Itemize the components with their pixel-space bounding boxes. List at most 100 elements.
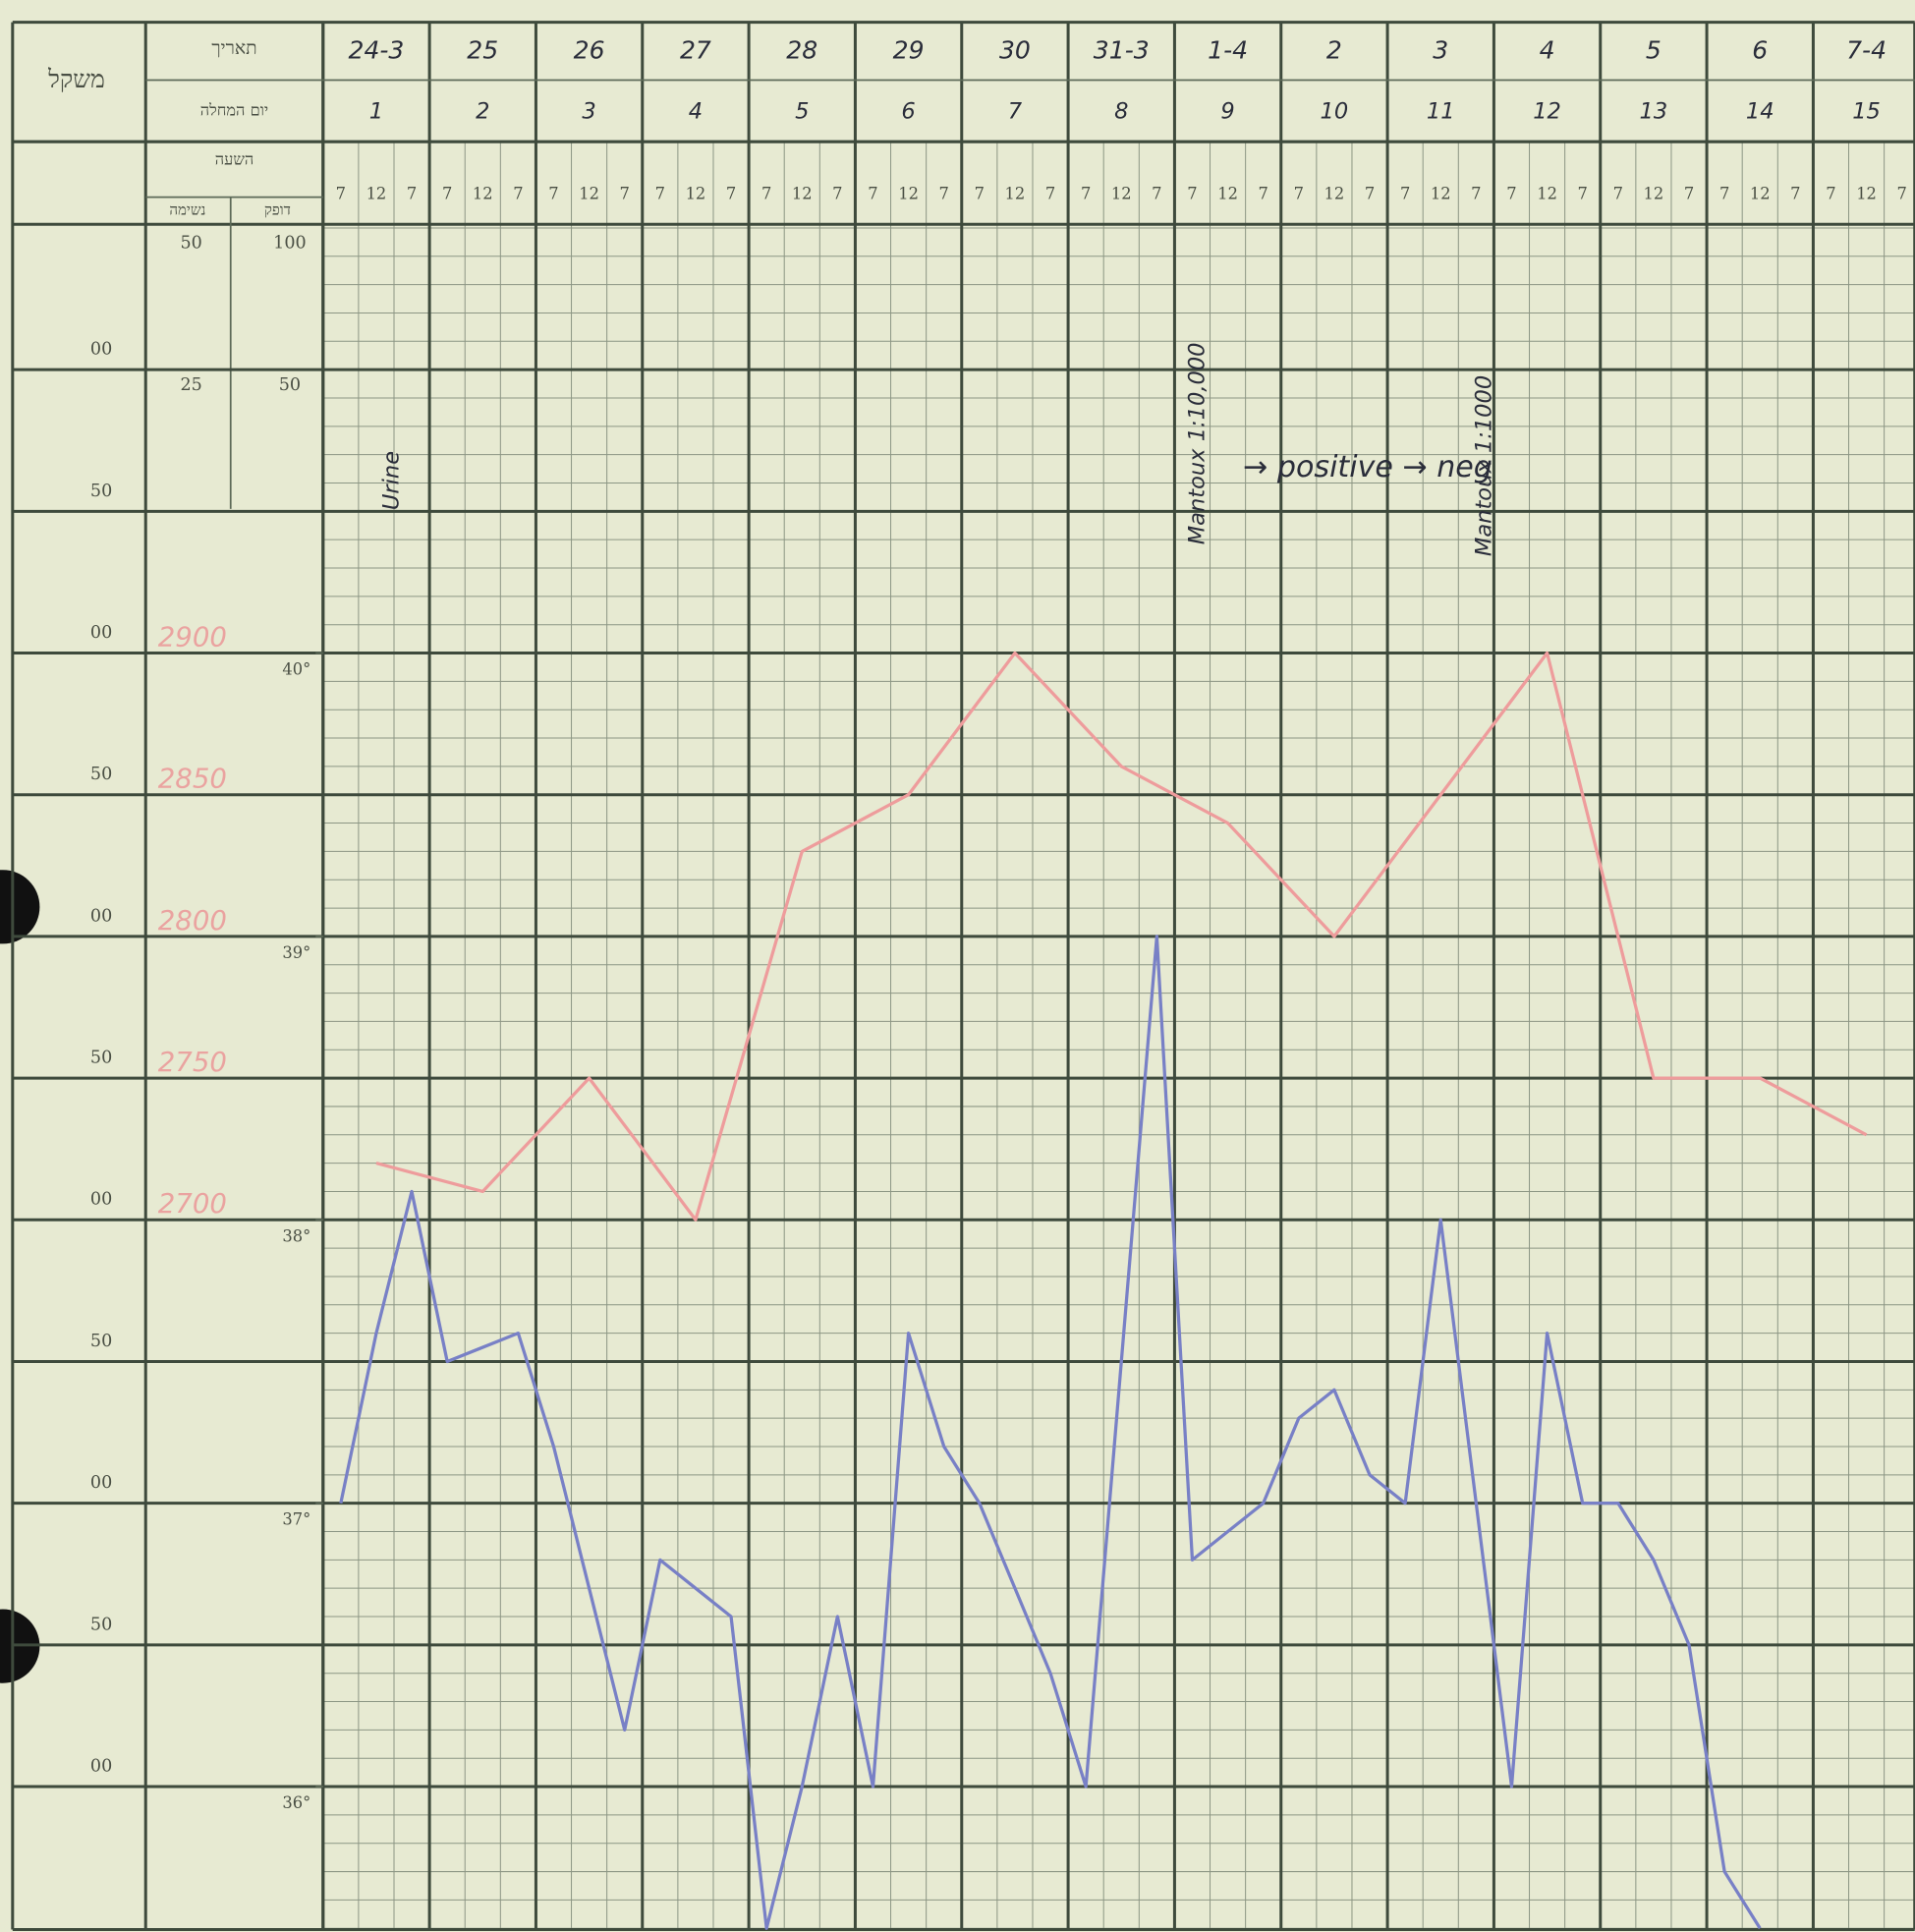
hour-label: 7 [726,185,736,203]
weight-handwritten-label: 2800 [158,904,227,937]
hour-label: 7 [442,185,452,203]
date: 3 [1433,36,1448,65]
date: 7-4 [1846,36,1887,65]
hour-label: 7 [407,185,417,203]
hour-label: 7 [1259,185,1268,203]
date: 27 [680,36,711,65]
hour-label: 12 [1324,185,1345,203]
hour-label: 7 [620,185,630,203]
hour-label: 7 [1613,185,1623,203]
weight-tick-label: 00 [90,623,112,643]
weight-handwritten-label: 2700 [158,1187,227,1220]
marks [339,651,1868,1930]
hour-label: השעה [215,149,253,168]
resp-scale: 25 [180,375,201,395]
weight-handwritten-label: 2750 [158,1046,227,1078]
hour-label: 7 [1187,185,1197,203]
annotation: → positive → neg [1243,450,1493,484]
weight-tick-label: 50 [90,765,112,784]
day-number: 4 [689,99,703,125]
date: 6 [1752,36,1768,65]
date: 4 [1540,36,1555,65]
hour-label: 12 [1111,185,1132,203]
weight-tick-label: 50 [90,1615,112,1634]
day-number: 13 [1640,99,1668,125]
date: 28 [786,36,817,65]
day-number: 7 [1008,99,1023,125]
date: 24-3 [348,36,404,65]
weight-tick-label: 00 [90,340,112,360]
hour-label: 12 [1856,185,1877,203]
day-number: 11 [1427,99,1455,125]
hour-label: 7 [1294,185,1304,203]
weight-tick-label: 50 [90,482,112,501]
hour-label: 7 [1081,185,1091,203]
hour-label: 12 [1005,185,1026,203]
hour-label: 7 [1400,185,1410,203]
weight-label: משקל [47,65,105,93]
hour-label: 7 [1152,185,1161,203]
hour-label: 12 [686,185,706,203]
hour-label: 7 [1578,185,1588,203]
hour-label: 12 [579,185,599,203]
date: 29 [893,36,925,65]
hour-label: 7 [975,185,985,203]
temperature-tick-label: 38° [282,1226,310,1245]
hour-label: 7 [1365,185,1375,203]
hour-label: 7 [513,185,523,203]
day-number: 5 [795,99,809,125]
day-number: 14 [1746,99,1774,125]
weight-tick-label: 50 [90,1332,112,1351]
date: 25 [467,36,498,65]
hour-label: 7 [1045,185,1055,203]
hour-label: 7 [1897,185,1907,203]
pulse-label: דופק [264,200,291,218]
hour-label: 7 [832,185,842,203]
day-number: 1 [369,99,383,125]
day-number: 10 [1321,99,1349,125]
hour-label: 12 [473,185,493,203]
day-label: יום המחלה [200,100,268,119]
weight-tick-label: 00 [90,1473,112,1493]
hour-label: 12 [898,185,919,203]
grid [11,21,1915,1931]
hour-label: 7 [655,185,665,203]
date: 5 [1646,36,1662,65]
weight-tick-label: 00 [90,906,112,926]
weight-line [375,651,1868,1222]
date-label: תאריך [211,38,256,59]
pulse-scale: 50 [279,375,301,395]
hour-label: 7 [336,185,346,203]
temperature-line [339,935,1762,1930]
hour-label: 7 [1684,185,1694,203]
resp-label: נשימה [169,200,205,218]
date: 30 [999,36,1031,65]
temperature-tick-label: 39° [282,943,310,962]
hour-label: 7 [548,185,558,203]
weight-tick-label: 00 [90,1190,112,1210]
weight-handwritten-label: 2850 [158,763,227,795]
hour-label: 7 [1471,185,1481,203]
temperature-tick-label: 37° [282,1510,310,1529]
hour-label: 7 [868,185,877,203]
day-number: 2 [476,99,489,125]
date: 26 [574,36,605,65]
hour-label: 12 [1217,185,1238,203]
annotation: Urine [378,451,404,510]
day-number: 8 [1114,99,1128,125]
hour-label: 7 [1790,185,1800,203]
temperature-tick-label: 36° [282,1793,310,1812]
temperature-tick-label: 40° [282,660,310,679]
hour-label: 7 [939,185,949,203]
punch-hole [0,870,40,944]
date: 31-3 [1094,36,1150,65]
hour-label: 12 [1750,185,1771,203]
day-number: 6 [901,99,915,125]
pulse-scale: 100 [273,234,307,254]
hour-label: 12 [1644,185,1664,203]
hour-label: 7 [1826,185,1835,203]
hour-label: 7 [1719,185,1729,203]
